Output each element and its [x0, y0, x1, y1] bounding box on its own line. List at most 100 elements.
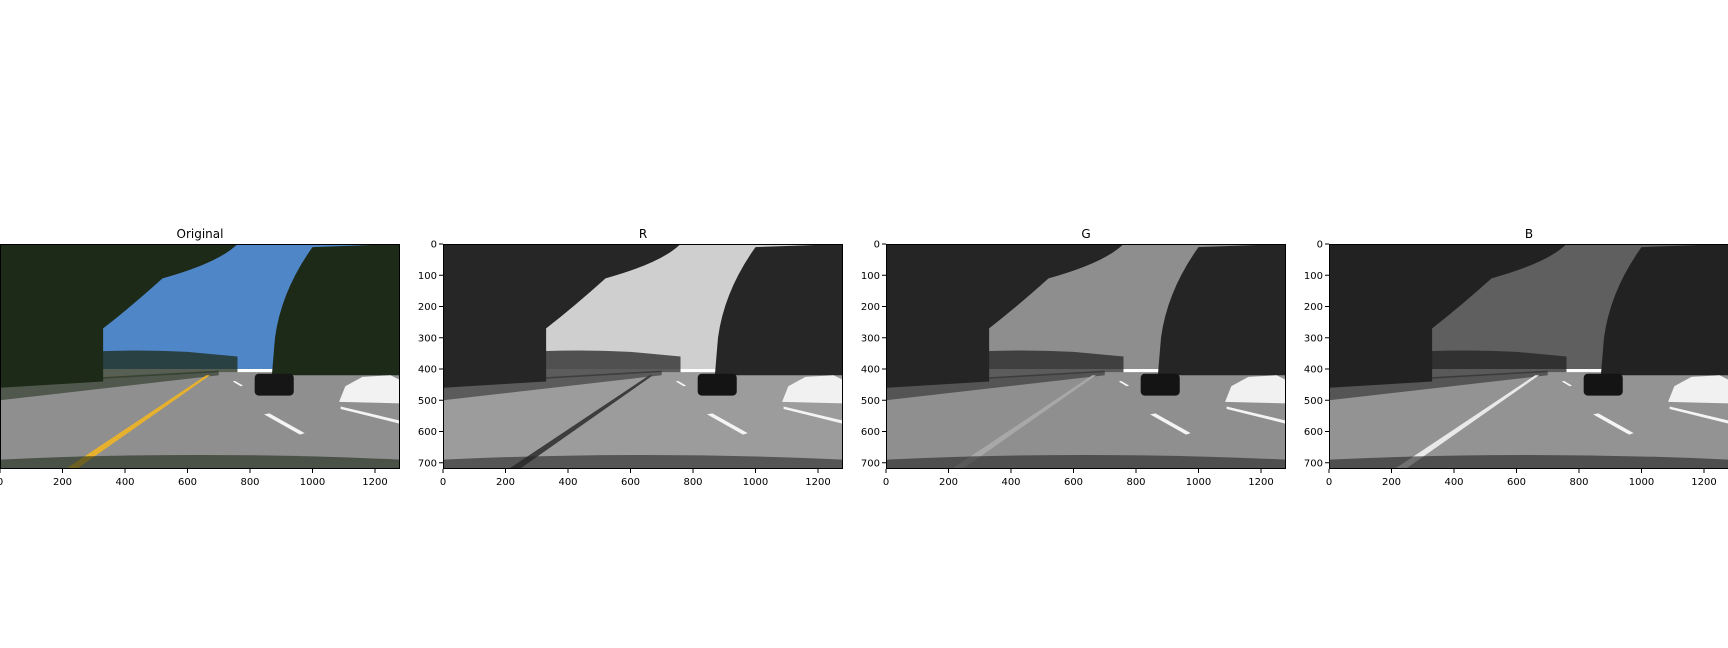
panel-b: B 0 200 400 600 800 1000 1200 0 100 200 300 400 500 60…: [1304, 227, 1728, 488]
left-lane-line: [951, 375, 1096, 469]
black-car: [254, 373, 294, 396]
white-car: [782, 375, 843, 404]
right-edge-line: [1226, 406, 1286, 424]
panel-original: Original 0 200 400 600 800 1000 1200: [0, 227, 400, 488]
x-tick-label: 400: [115, 477, 134, 488]
road: [1329, 372, 1728, 469]
y-tick-label: 600: [861, 427, 880, 438]
x-tick-label: 1200: [1248, 477, 1273, 488]
x-tick-label: 1200: [362, 477, 387, 488]
channel-image: [443, 244, 843, 469]
x-tick-label: 800: [683, 477, 702, 488]
y-tick-label: 300: [418, 333, 437, 344]
left-lane-line: [1394, 375, 1539, 469]
road: [0, 372, 400, 469]
x-tick-label: 1000: [1186, 477, 1211, 488]
panel-r: R 0 200 400 600 800 1000 1200 0 100 200 300 400 500 60…: [418, 227, 843, 488]
y-tick-label: 500: [1304, 396, 1323, 407]
y-tick-label: 100: [861, 271, 880, 282]
y-tick-label: 0: [1317, 240, 1323, 251]
car-hood: [443, 454, 843, 469]
y-tick-label: 100: [418, 271, 437, 282]
y-tick-label: 200: [861, 302, 880, 313]
y-tick-label: 400: [861, 365, 880, 376]
y-tick-label: 0: [431, 240, 437, 251]
right-lane-dash-far: [1561, 380, 1573, 387]
car-hood: [886, 454, 1286, 469]
right-lane-dash: [1593, 413, 1634, 435]
left-trees: [1329, 244, 1567, 388]
car-hood: [0, 454, 400, 469]
x-tick-label: 1200: [805, 477, 830, 488]
left-lane-line: [65, 375, 210, 469]
x-tick-label: 1000: [743, 477, 768, 488]
right-lane-dash: [707, 413, 748, 435]
car-hood: [1329, 454, 1728, 469]
y-tick-label: 400: [1304, 365, 1323, 376]
x-tick-label: 0: [1326, 477, 1332, 488]
x-tick-label: 800: [1569, 477, 1588, 488]
channel-image: [886, 244, 1286, 469]
x-tick-label: 200: [496, 477, 515, 488]
x-tick-label: 1200: [1691, 477, 1716, 488]
right-lane-dash-far: [1118, 380, 1130, 387]
road: [886, 372, 1286, 469]
y-tick-label: 300: [861, 333, 880, 344]
x-tick-label: 400: [558, 477, 577, 488]
axes-frame: [0, 244, 400, 469]
x-tick-label: 600: [1507, 477, 1526, 488]
x-tick-label: 1000: [1629, 477, 1654, 488]
right-lane-dash-far: [675, 380, 687, 387]
panel-title: Original: [177, 227, 224, 241]
y-tick-label: 700: [418, 458, 437, 469]
right-edge-line: [1669, 406, 1728, 424]
road: [443, 372, 843, 469]
y-tick-label: 500: [418, 396, 437, 407]
y-tick-label: 200: [418, 302, 437, 313]
y-tick-label: 100: [1304, 271, 1323, 282]
panel-title: G: [1081, 227, 1090, 241]
right-lane-dash-far: [232, 380, 244, 387]
panel-title: B: [1525, 227, 1533, 241]
white-car: [1225, 375, 1286, 404]
right-trees: [271, 244, 400, 376]
y-tick-label: 700: [861, 458, 880, 469]
x-tick-label: 200: [53, 477, 72, 488]
panel-title: R: [639, 227, 647, 241]
black-car: [697, 373, 737, 396]
right-trees: [714, 244, 843, 376]
x-tick-label: 200: [1382, 477, 1401, 488]
x-tick-label: 0: [0, 477, 3, 488]
x-tick-label: 0: [883, 477, 889, 488]
x-tick-label: 800: [240, 477, 259, 488]
x-tick-label: 400: [1444, 477, 1463, 488]
left-lane-line: [508, 375, 653, 469]
channel-image: [0, 244, 400, 469]
right-edge-line: [783, 406, 843, 424]
black-car: [1140, 373, 1180, 396]
left-trees: [443, 244, 681, 388]
barrier: [0, 370, 219, 401]
channel-image: [1329, 244, 1728, 469]
y-tick-label: 700: [1304, 458, 1323, 469]
left-trees: [886, 244, 1124, 388]
white-car: [339, 375, 400, 404]
y-tick-label: 0: [874, 240, 880, 251]
y-tick-label: 500: [861, 396, 880, 407]
right-trees: [1157, 244, 1286, 376]
barrier: [443, 370, 662, 401]
y-tick-label: 400: [418, 365, 437, 376]
white-car: [1668, 375, 1728, 404]
right-lane-dash: [264, 413, 305, 435]
x-tick-label: 0: [440, 477, 446, 488]
x-tick-label: 400: [1001, 477, 1020, 488]
axes-frame: [1329, 244, 1728, 469]
barrier: [1329, 370, 1548, 401]
x-tick-label: 600: [1064, 477, 1083, 488]
panel-g: G 0 200 400 600 800 1000 1200 0 100 200 300 400 500 60…: [861, 227, 1286, 488]
black-car: [1583, 373, 1623, 396]
x-tick-label: 600: [178, 477, 197, 488]
right-trees: [1600, 244, 1728, 376]
x-tick-label: 600: [621, 477, 640, 488]
